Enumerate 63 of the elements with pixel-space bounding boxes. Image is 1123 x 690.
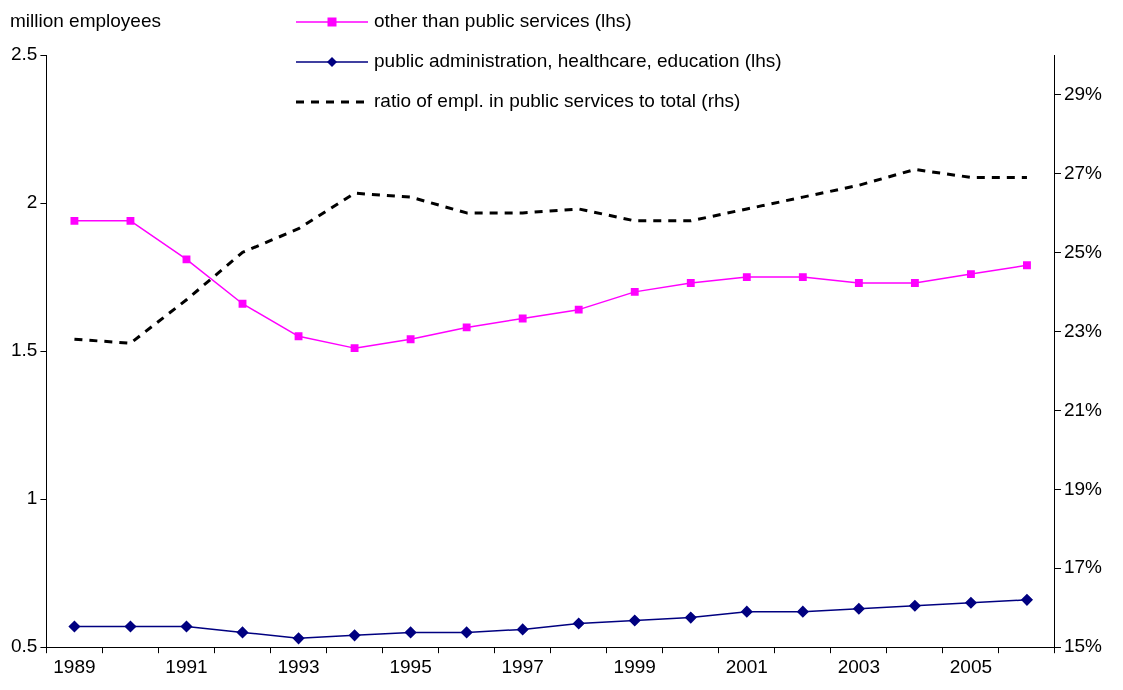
point (238, 299, 247, 308)
x-tick-label: 1991 (165, 655, 208, 677)
point (462, 323, 471, 332)
line-series (72, 167, 1029, 345)
x-tick-label: 1995 (389, 655, 432, 677)
point (292, 632, 305, 645)
point (124, 620, 137, 633)
point (1021, 594, 1033, 606)
point (68, 620, 81, 633)
y2-tick-label: 23% (1063, 319, 1103, 341)
x-tick-label: 1999 (613, 655, 656, 677)
y2-tick-label: 29% (1063, 82, 1103, 104)
x-tick-label: 1997 (501, 655, 544, 677)
legend-label: ratio of empl. in public services to total (rhs) (374, 90, 741, 112)
point (516, 623, 529, 636)
point (404, 626, 417, 639)
x-tick-label: 2003 (837, 655, 880, 677)
point (180, 620, 193, 633)
point (966, 270, 975, 279)
point (910, 279, 919, 287)
y2-tick-label: 15% (1063, 635, 1103, 657)
y-tick-label: 0.5 (10, 635, 38, 657)
x-tick-label: 1989 (53, 655, 96, 677)
x-tick-label: 2005 (949, 655, 993, 677)
point (518, 314, 527, 323)
legend-label: public administration, healthcare, education (lhs) (374, 50, 782, 72)
y-axis-title: million employees (10, 10, 162, 32)
y2-tick-label: 21% (1063, 398, 1103, 420)
y-tick-label: 2 (26, 191, 38, 213)
point (798, 273, 807, 282)
point (406, 335, 415, 344)
point (70, 216, 79, 225)
y2-tick-label: 27% (1063, 161, 1103, 183)
point (853, 602, 865, 615)
point (686, 279, 695, 287)
point (630, 287, 639, 296)
point (741, 605, 753, 618)
point (965, 597, 977, 609)
point (348, 629, 361, 642)
y-tick-label: 1.5 (10, 339, 38, 361)
point (126, 216, 135, 225)
point (797, 605, 809, 618)
x-tick-label: 1993 (277, 655, 320, 677)
point (236, 626, 249, 639)
point (909, 600, 921, 612)
point (182, 255, 191, 264)
point (574, 305, 583, 314)
legend-label: other than public services (lhs) (374, 10, 632, 32)
point (350, 344, 359, 353)
y2-tick-label: 17% (1063, 556, 1103, 578)
point (1023, 261, 1031, 270)
y-tick-label: 1 (26, 487, 38, 509)
point (628, 614, 641, 627)
point (294, 332, 303, 341)
y2-tick-label: 19% (1063, 477, 1103, 499)
point (685, 611, 697, 624)
x-tick-label: 2001 (725, 655, 768, 677)
y2-tick-label: 25% (1063, 240, 1103, 262)
point (742, 273, 751, 282)
y-tick-label: 2.5 (10, 43, 38, 65)
point (572, 617, 585, 630)
point (460, 626, 473, 639)
point (854, 279, 863, 287)
